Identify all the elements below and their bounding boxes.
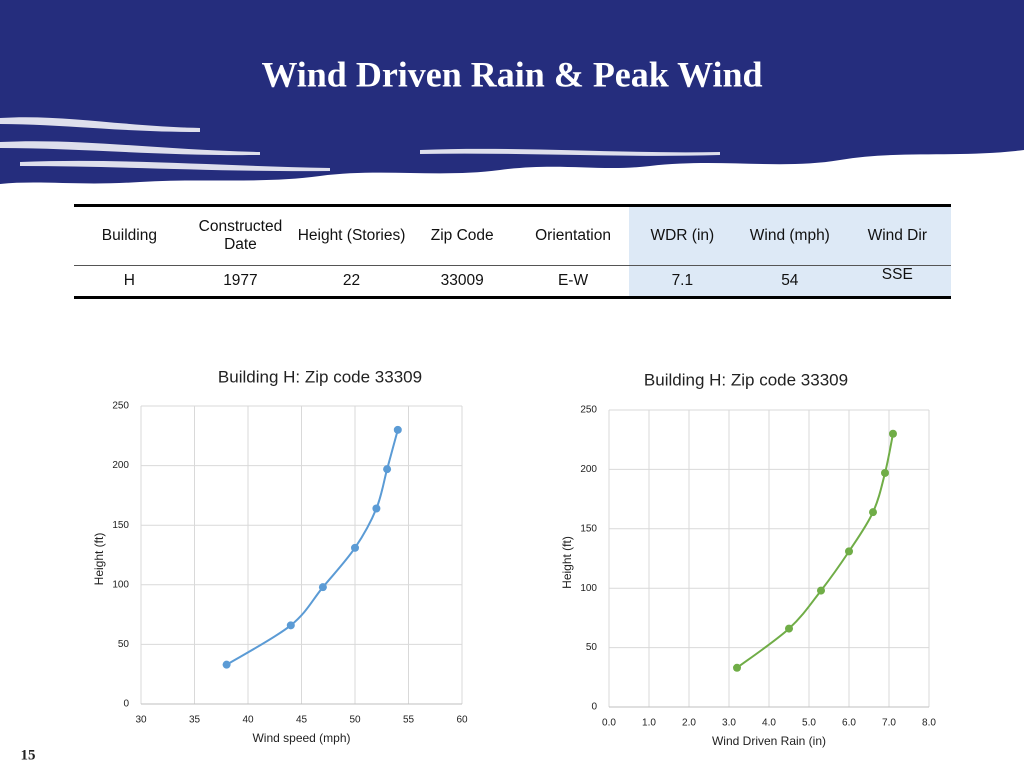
x-tick-label: 50 bbox=[349, 715, 361, 726]
data-point bbox=[881, 468, 889, 477]
x-tick-label: 55 bbox=[403, 715, 415, 726]
x-tick-label: 1.0 bbox=[642, 718, 656, 729]
y-tick-label: 100 bbox=[580, 583, 597, 594]
x-axis-label: Wind Driven Rain (in) bbox=[712, 734, 826, 748]
data-point bbox=[845, 547, 853, 556]
data-row: H 1977 22 33009 E-W 7.1 54 SSE bbox=[74, 265, 951, 299]
data-point bbox=[372, 504, 381, 513]
x-tick-label: 35 bbox=[189, 715, 201, 726]
y-tick-label: 150 bbox=[112, 520, 129, 531]
header-cell: Wind Dir bbox=[843, 204, 951, 266]
slide-title: Wind Driven Rain & Peak Wind bbox=[261, 54, 762, 94]
data-point bbox=[286, 621, 295, 630]
y-tick-label: 150 bbox=[580, 523, 597, 534]
cell: 33009 bbox=[406, 265, 518, 299]
data-point bbox=[869, 508, 877, 517]
header-cell: Wind (mph) bbox=[736, 204, 844, 266]
y-tick-label: 0 bbox=[123, 699, 129, 710]
data-point bbox=[733, 663, 741, 672]
header-cell: Building bbox=[74, 204, 185, 266]
y-tick-label: 100 bbox=[112, 579, 129, 590]
series-line bbox=[226, 429, 399, 666]
x-tick-label: 60 bbox=[456, 715, 468, 726]
x-tick-label: 3.0 bbox=[722, 718, 736, 729]
header-banner bbox=[0, 0, 1024, 184]
x-tick-label: 45 bbox=[296, 715, 308, 726]
x-tick-label: 5.0 bbox=[802, 718, 816, 729]
data-point bbox=[393, 425, 402, 434]
cell: E-W bbox=[517, 265, 629, 299]
chart-title: Building H: Zip code 33309 bbox=[218, 367, 422, 386]
x-axis-label: Wind speed (mph) bbox=[252, 731, 350, 745]
y-tick-label: 50 bbox=[586, 642, 598, 653]
y-tick-label: 250 bbox=[112, 401, 129, 412]
y-tick-label: 250 bbox=[580, 405, 597, 416]
series-line bbox=[736, 433, 894, 669]
header-cell: WDR (in) bbox=[628, 204, 737, 266]
y-tick-label: 0 bbox=[591, 702, 597, 713]
x-tick-label: 40 bbox=[242, 715, 254, 726]
y-tick-label: 200 bbox=[580, 464, 597, 475]
header-cell: Orientation bbox=[517, 204, 629, 266]
x-tick-label: 30 bbox=[135, 715, 147, 726]
y-axis-label: Height (ft) bbox=[560, 536, 574, 589]
y-tick-label: 50 bbox=[118, 639, 130, 650]
x-tick-label: 4.0 bbox=[762, 718, 776, 729]
data-point bbox=[785, 624, 793, 633]
data-point bbox=[817, 586, 825, 595]
cell: 7.1 bbox=[628, 265, 737, 299]
x-tick-label: 8.0 bbox=[922, 718, 936, 729]
data-point bbox=[318, 583, 327, 592]
data-table: Building Constructed Date Height (Stories)… bbox=[74, 204, 951, 299]
data-point bbox=[383, 465, 392, 474]
header-cell: Zip Code bbox=[406, 204, 518, 266]
y-tick-label: 200 bbox=[112, 460, 129, 471]
data-point bbox=[222, 660, 231, 669]
x-tick-label: 6.0 bbox=[842, 718, 856, 729]
cell: H bbox=[74, 265, 185, 299]
x-tick-label: 0.0 bbox=[602, 718, 616, 729]
cell: SSE bbox=[843, 265, 951, 299]
cell: 54 bbox=[736, 265, 844, 299]
page-number: 15 bbox=[21, 747, 36, 763]
header-row: Building Constructed Date Height (Stories)… bbox=[74, 204, 951, 266]
x-tick-label: 2.0 bbox=[682, 718, 696, 729]
chart-title: Building H: Zip code 33309 bbox=[644, 370, 848, 389]
cell: 1977 bbox=[184, 265, 297, 299]
x-tick-label: 7.0 bbox=[882, 718, 896, 729]
data-point bbox=[351, 543, 359, 552]
data-point bbox=[889, 429, 897, 438]
header-cell: Height (Stories) bbox=[296, 204, 407, 266]
cell: 22 bbox=[296, 265, 407, 299]
brush-streak bbox=[0, 117, 720, 172]
y-axis-label: Height (ft) bbox=[92, 533, 106, 586]
header-cell: Constructed Date bbox=[184, 204, 297, 266]
